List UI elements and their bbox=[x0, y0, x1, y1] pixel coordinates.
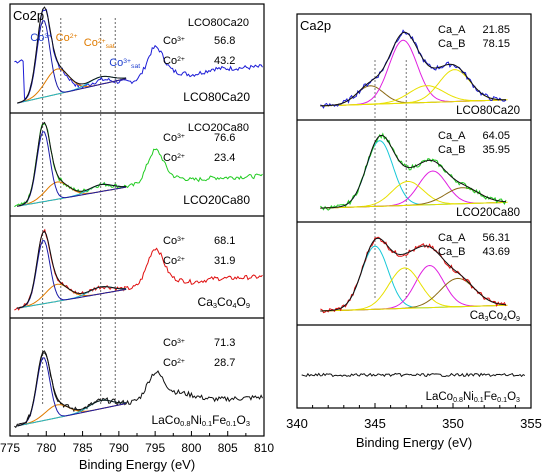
co2p-co3-component bbox=[17, 240, 127, 309]
co2p-fit-envelope bbox=[17, 230, 127, 309]
ca2p-ca-b-label: Ca_B bbox=[438, 38, 466, 50]
ca2p-ca-a-label: Ca_A bbox=[438, 232, 466, 244]
ca2p-sample-label: LCO20Ca80 bbox=[456, 207, 520, 219]
co2p-sample-label: Ca3Co4O9 bbox=[198, 295, 250, 310]
co2p-co2-value: 31.9 bbox=[214, 255, 235, 267]
ca2p-fit-envelope bbox=[320, 134, 507, 209]
co2p-co2-value: 28.7 bbox=[214, 357, 235, 369]
co2p-co3-component bbox=[17, 131, 127, 207]
co2p-sample-label: LCO20Ca80 bbox=[183, 193, 250, 207]
ca2p-panel: Ca_A 64.05 Ca_B 35.95 LCO20Ca80 bbox=[320, 130, 520, 219]
co2p-co2-value: 23.4 bbox=[214, 152, 235, 164]
co2p-co2-value: 43.2 bbox=[214, 55, 235, 67]
ca2p-tick-label: 340 bbox=[286, 416, 308, 431]
ca2p-component-a bbox=[320, 140, 506, 209]
co2p-xlabel: Binding Energy (eV) bbox=[79, 457, 195, 472]
ca2p-xlabel: Binding Energy (eV) bbox=[356, 435, 472, 450]
ca2p-sample-label: Ca3Co4O9 bbox=[470, 310, 520, 323]
ca2p-sample-label: LaCo0.8Ni0.1Fe0.1O3 bbox=[426, 391, 520, 404]
ca2p-ca-b-label: Ca_B bbox=[438, 144, 466, 156]
ca2p-ca-a-label: Ca_A bbox=[438, 24, 466, 36]
ca2p-panel: Ca_A 21.85 Ca_B 78.15 LCO80Ca20 bbox=[320, 24, 520, 117]
ca2p-ca-b-value: 43.69 bbox=[482, 246, 510, 258]
co2p-tick-label: 795 bbox=[145, 441, 165, 455]
co2p-tick-label: 780 bbox=[36, 441, 56, 455]
ca2p-background-line bbox=[320, 304, 508, 312]
ca2p-ca-b-value: 35.95 bbox=[482, 144, 510, 156]
ca2p-fit-envelope bbox=[320, 31, 506, 107]
co2p-co2-label: Co2+ bbox=[163, 255, 185, 267]
co2p-fit-envelope bbox=[17, 6, 127, 104]
co2p-tick-label: 785 bbox=[73, 441, 93, 455]
co2p-peak-label: Co2+sat bbox=[84, 37, 115, 50]
co2p-fit-envelope bbox=[17, 121, 127, 207]
co2p-tick-label: 790 bbox=[109, 441, 129, 455]
ca2p-ca-a-value: 56.31 bbox=[482, 232, 510, 244]
co2p-co3-label: Co3+ bbox=[163, 132, 185, 144]
ca2p-component-b bbox=[320, 39, 506, 107]
co2p-co3-label: Co3+ bbox=[163, 235, 185, 247]
ca2p-frame bbox=[296, 13, 532, 409]
co2p-peak-label: Co3+ bbox=[30, 32, 52, 44]
ca2p-ca-b-value: 78.15 bbox=[482, 38, 510, 50]
co2p-panel: Co3+ 71.3 Co2+ 28.7 LaCo0.8Ni0.1Fe0.1O3 bbox=[14, 337, 263, 429]
co2p-tick-label: 805 bbox=[218, 441, 238, 455]
co2p-tick-label: 810 bbox=[254, 441, 274, 455]
ca2p-data-line bbox=[320, 29, 507, 109]
co2p-co3-component bbox=[17, 357, 127, 427]
co2p-co2-label: Co2+ bbox=[163, 152, 185, 164]
ca2p-tick-label: 355 bbox=[520, 416, 542, 431]
ca2p-component-c bbox=[320, 180, 506, 209]
ca2p-ca-b-label: Ca_B bbox=[438, 246, 466, 258]
ca2p-data-line bbox=[320, 132, 507, 211]
co2p-data-line bbox=[14, 352, 263, 429]
ca2p-title: Ca2p bbox=[300, 18, 331, 33]
co2p-co2-label: Co2+ bbox=[163, 357, 185, 369]
co2p-co3-component bbox=[17, 20, 127, 104]
co2p-data-line bbox=[14, 8, 263, 99]
ca2p-chart: Ca_A 21.85 Ca_B 78.15 LCO80Ca20 Ca_A 64.05 Ca_B… bbox=[286, 13, 542, 450]
co2p-panel: Co3+ 68.1 Co2+ 31.9 Ca3Co4O9 bbox=[14, 228, 263, 311]
co2p-co2-label: Co2+ bbox=[163, 55, 185, 67]
ca2p-ca-a-value: 21.85 bbox=[482, 24, 510, 36]
co2p-sample-label: LaCo0.8Ni0.1Fe0.1O3 bbox=[151, 413, 250, 428]
ca2p-tick-label: 350 bbox=[442, 416, 464, 431]
co2p-co2-component bbox=[17, 283, 127, 309]
ca2p-data-line bbox=[301, 372, 526, 378]
co2p-co3-value: 56.8 bbox=[214, 35, 235, 47]
ca2p-component-b bbox=[320, 264, 507, 312]
co2p-sample-label-head: LCO80Ca20 bbox=[188, 17, 249, 29]
co2p-co3-value: 76.6 bbox=[214, 132, 235, 144]
co2p-sample-label: LCO80Ca20 bbox=[183, 90, 250, 104]
ca2p-tick-label: 345 bbox=[364, 416, 386, 431]
co2p-peak-label: Co3+sat bbox=[109, 57, 140, 70]
ca2p-panel: LaCo0.8Ni0.1Fe0.1O3 bbox=[301, 372, 526, 404]
ca2p-fit-envelope bbox=[320, 237, 507, 312]
ca2p-background-line bbox=[320, 201, 508, 209]
co2p-co3-value: 68.1 bbox=[214, 235, 235, 247]
co2p-fit-envelope bbox=[17, 350, 127, 427]
ca2p-component-c bbox=[320, 267, 507, 312]
co2p-co3-label: Co3+ bbox=[163, 35, 185, 47]
co2p-co3-value: 71.3 bbox=[214, 337, 235, 349]
ca2p-sample-label: LCO80Ca20 bbox=[456, 105, 520, 117]
co2p-tick-label: 775 bbox=[0, 441, 20, 455]
ca2p-panel: Ca_A 56.31 Ca_B 43.69 Ca3Co4O9 bbox=[320, 232, 520, 323]
ca2p-background-line bbox=[320, 99, 508, 107]
co2p-peak-label: Co2+ bbox=[56, 32, 78, 44]
ca2p-ca-a-value: 64.05 bbox=[482, 130, 510, 142]
co2p-title: Co2p bbox=[13, 8, 44, 23]
ca2p-ca-a-label: Ca_A bbox=[438, 130, 466, 142]
co2p-co3-label: Co3+ bbox=[163, 337, 185, 349]
co2p-sample-label-head: LCO20Ca80 bbox=[188, 122, 249, 134]
co2p-tick-label: 800 bbox=[181, 441, 201, 455]
